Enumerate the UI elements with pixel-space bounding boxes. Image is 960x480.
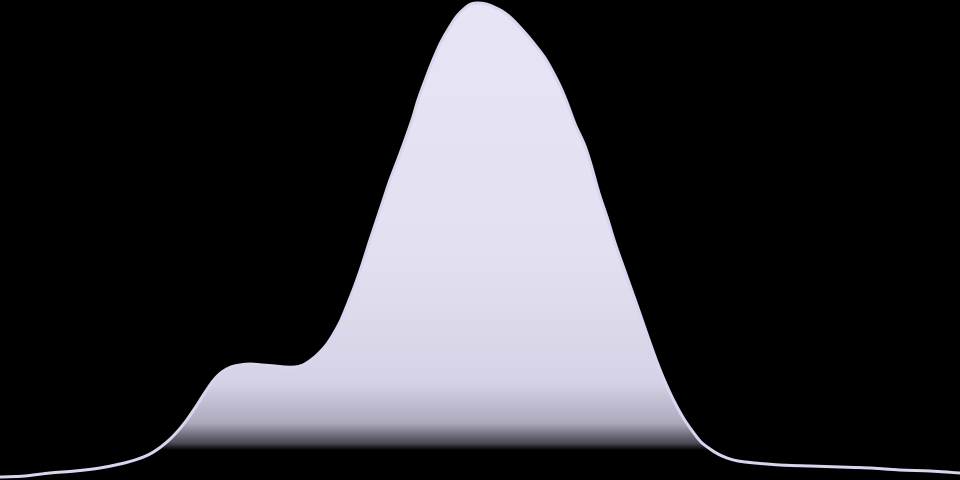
area-fill xyxy=(0,3,960,450)
